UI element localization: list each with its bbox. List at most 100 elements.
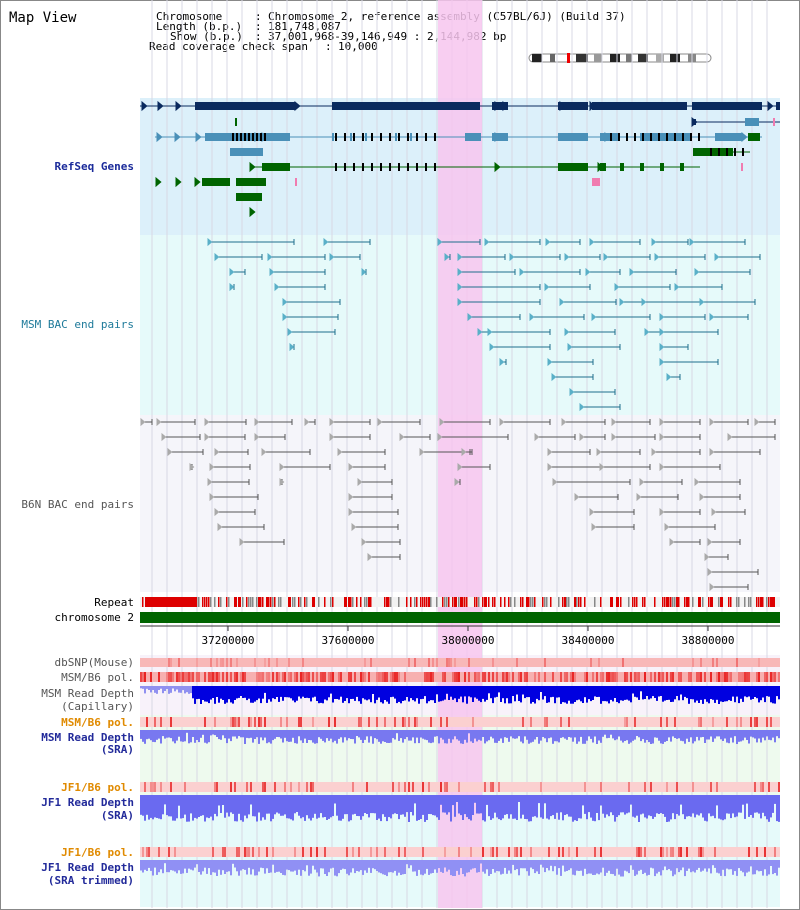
depth-bar[interactable] [446,795,448,815]
heat-cell[interactable] [302,672,304,682]
depth-bar[interactable] [348,686,350,704]
gene-exon[interactable] [742,148,744,156]
depth-bar[interactable] [598,860,600,875]
b6n-bac-end-arrow[interactable] [329,417,335,427]
repeat-element[interactable] [676,597,679,607]
depth-bar[interactable] [736,795,738,817]
depth-bar[interactable] [696,795,698,815]
depth-bar[interactable] [338,795,340,821]
heat-cell[interactable] [234,782,236,792]
heat-cell[interactable] [728,672,730,682]
depth-bar[interactable] [194,730,196,743]
depth-bar[interactable] [672,860,674,877]
heat-cell[interactable] [504,672,506,682]
jf1-depth-trimmed-track[interactable] [140,860,780,877]
depth-bar[interactable] [720,860,722,876]
b6n-bac-end-arrow[interactable] [639,477,645,487]
depth-bar[interactable] [272,860,274,865]
depth-bar[interactable] [380,686,382,703]
depth-bar[interactable] [360,795,362,820]
depth-bar[interactable] [398,730,400,741]
heat-cell[interactable] [260,672,262,682]
depth-bar[interactable] [232,686,234,704]
depth-bar[interactable] [190,730,192,743]
heat-cell[interactable] [222,847,224,857]
heat-cell[interactable] [758,672,760,682]
depth-bar[interactable] [542,730,544,737]
depth-bar[interactable] [670,860,672,871]
depth-bar[interactable] [376,795,378,820]
depth-bar[interactable] [648,730,650,743]
depth-bar[interactable] [720,795,722,820]
depth-bar[interactable] [512,795,514,819]
depth-bar[interactable] [412,730,414,738]
gene-exon[interactable] [666,133,668,141]
depth-bar[interactable] [150,730,152,741]
depth-bar[interactable] [470,686,472,698]
depth-bar[interactable] [352,860,354,869]
depth-bar[interactable] [154,860,156,868]
repeat-element[interactable] [558,597,560,607]
gene-exon[interactable] [425,163,427,171]
depth-bar[interactable] [204,730,206,743]
b6n-bac-end-arrow[interactable] [439,417,445,427]
depth-bar[interactable] [644,795,646,818]
depth-bar[interactable] [240,730,242,738]
depth-bar[interactable] [394,686,396,699]
depth-bar[interactable] [432,686,434,701]
repeat-element[interactable] [508,597,510,607]
heat-cell[interactable] [242,672,244,682]
depth-bar[interactable] [528,860,530,876]
repeat-element[interactable] [416,597,418,607]
depth-bar[interactable] [240,795,242,821]
heat-cell[interactable] [658,672,660,682]
depth-bar[interactable] [314,795,316,814]
depth-bar[interactable] [168,860,170,873]
depth-bar[interactable] [760,686,762,701]
depth-bar[interactable] [504,686,506,704]
heat-cell[interactable] [600,847,602,857]
depth-bar[interactable] [590,730,592,739]
heat-cell[interactable] [432,658,434,667]
depth-bar[interactable] [182,795,184,819]
depth-bar[interactable] [650,795,652,817]
depth-bar[interactable] [216,686,218,697]
depth-bar[interactable] [374,860,376,870]
depth-bar[interactable] [152,795,154,820]
heat-cell[interactable] [596,672,598,682]
heat-cell[interactable] [444,847,446,857]
depth-bar[interactable] [494,795,496,813]
heat-cell[interactable] [394,717,396,727]
depth-bar[interactable] [198,860,200,872]
repeat-element[interactable] [448,597,450,607]
depth-bar[interactable] [650,686,652,699]
heat-cell[interactable] [170,782,172,792]
gene-strand-arrow[interactable] [767,100,774,112]
depth-bar[interactable] [286,730,288,742]
gene-exon[interactable] [416,133,418,141]
repeat-element[interactable] [198,597,200,607]
depth-bar[interactable] [602,730,604,737]
depth-bar[interactable] [748,795,750,817]
heat-cell[interactable] [722,672,724,682]
depth-bar[interactable] [490,860,492,874]
b6n-bac-end-arrow[interactable] [239,537,245,547]
depth-bar[interactable] [678,730,680,739]
heat-cell[interactable] [390,672,392,682]
depth-bar[interactable] [630,860,632,866]
depth-bar[interactable] [748,730,750,744]
heat-cell[interactable] [530,847,532,857]
gene-strand-arrow[interactable] [494,161,501,173]
depth-bar[interactable] [726,686,728,702]
depth-bar[interactable] [472,730,474,743]
gene-exon[interactable] [236,178,266,186]
depth-bar[interactable] [750,686,752,700]
heat-cell[interactable] [430,672,432,682]
depth-bar[interactable] [772,686,774,704]
depth-bar[interactable] [168,730,170,738]
heat-cell[interactable] [448,658,450,667]
depth-bar[interactable] [740,686,742,699]
depth-bar[interactable] [432,730,434,743]
b6n-bac-end-arrow[interactable] [457,462,463,472]
depth-bar[interactable] [384,860,386,875]
